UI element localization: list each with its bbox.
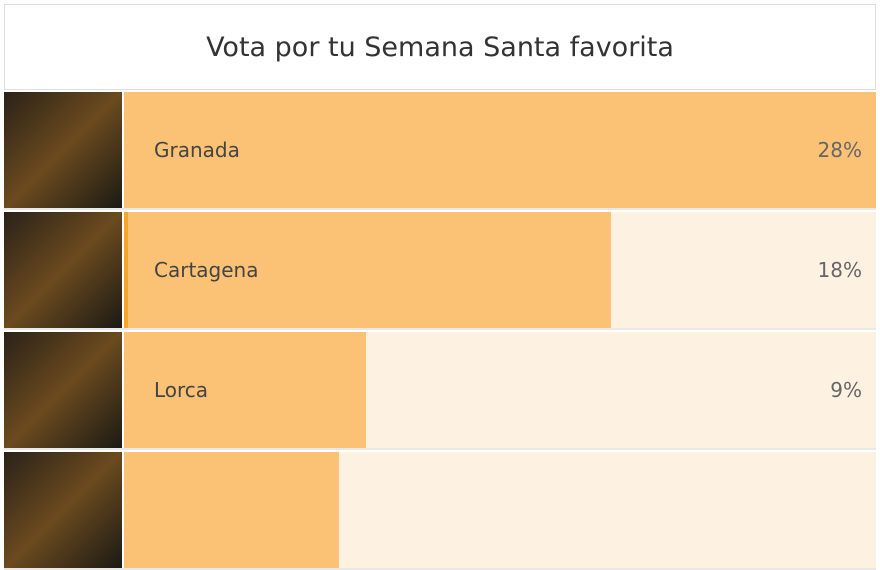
bar	[124, 332, 366, 448]
bar-track: Granada 28%	[124, 92, 876, 208]
bar	[124, 92, 876, 208]
option-label: Granada	[154, 138, 240, 162]
option-image	[4, 92, 122, 208]
poll-option[interactable]: Cartagena 18%	[4, 212, 876, 330]
percent-label: 9%	[830, 378, 862, 402]
percent-label: 18%	[817, 258, 862, 282]
option-image	[4, 212, 122, 328]
bar	[124, 452, 339, 568]
bar-track: Lorca 9%	[124, 332, 876, 448]
bar-track: Cartagena 18%	[124, 212, 876, 328]
poll-title: Vota por tu Semana Santa favorita	[4, 4, 876, 90]
poll-widget: Vota por tu Semana Santa favorita Granad…	[4, 4, 876, 570]
option-label: Cartagena	[154, 258, 259, 282]
poll-option[interactable]	[4, 452, 876, 570]
bar-track	[124, 452, 876, 568]
poll-option[interactable]: Granada 28%	[4, 92, 876, 210]
option-image	[4, 332, 122, 448]
bar	[124, 212, 612, 328]
option-image	[4, 452, 122, 568]
percent-label: 28%	[817, 138, 862, 162]
option-label: Lorca	[154, 378, 209, 402]
poll-option[interactable]: Lorca 9%	[4, 332, 876, 450]
